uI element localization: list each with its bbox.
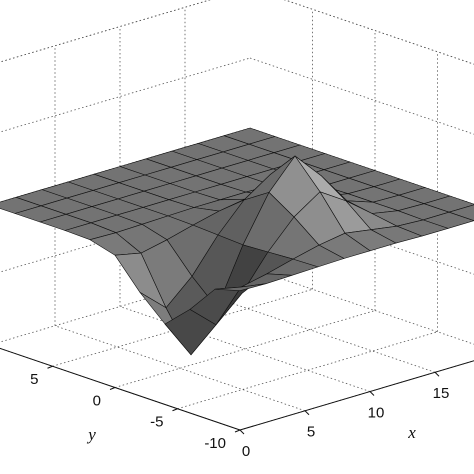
grid-line (0, 197, 251, 273)
x-tick (239, 429, 245, 435)
y-tick (172, 408, 178, 412)
grid-line (249, 57, 474, 135)
grid-line (54, 325, 306, 412)
grid-line (177, 331, 438, 410)
y-axis-title: y (86, 425, 96, 444)
grid-line (0, 0, 212, 63)
x-tick-label: 10 (368, 404, 385, 421)
x-tick-label: 5 (307, 424, 315, 441)
grid-line (0, 267, 251, 343)
grid-line (249, 267, 474, 345)
surface-cell (214, 283, 267, 292)
box-edge (283, 0, 474, 65)
grid-line (0, 57, 251, 133)
y-tick (47, 365, 53, 369)
y-tick (109, 387, 116, 390)
box-edge (0, 0, 212, 63)
x-tick (304, 410, 310, 416)
grid-line (119, 306, 371, 392)
x-tick-label: 15 (433, 385, 450, 402)
grid-line (283, 0, 474, 65)
y-tick-label: 5 (30, 371, 38, 388)
grid-line (52, 288, 313, 367)
x-tick (434, 371, 440, 377)
y-tick-label: 0 (93, 392, 101, 409)
y-tick (234, 429, 241, 433)
y-tick-label: -10 (204, 435, 226, 452)
axes: 0 5 10 15 -10 -5 0 5 (0, 347, 474, 460)
x-tick-label: 0 (242, 443, 250, 460)
y-tick-label: -5 (150, 414, 163, 431)
x-axis-title: x (407, 423, 416, 442)
x-tick (369, 391, 375, 396)
surface (0, 127, 474, 356)
grid-line (114, 310, 376, 388)
